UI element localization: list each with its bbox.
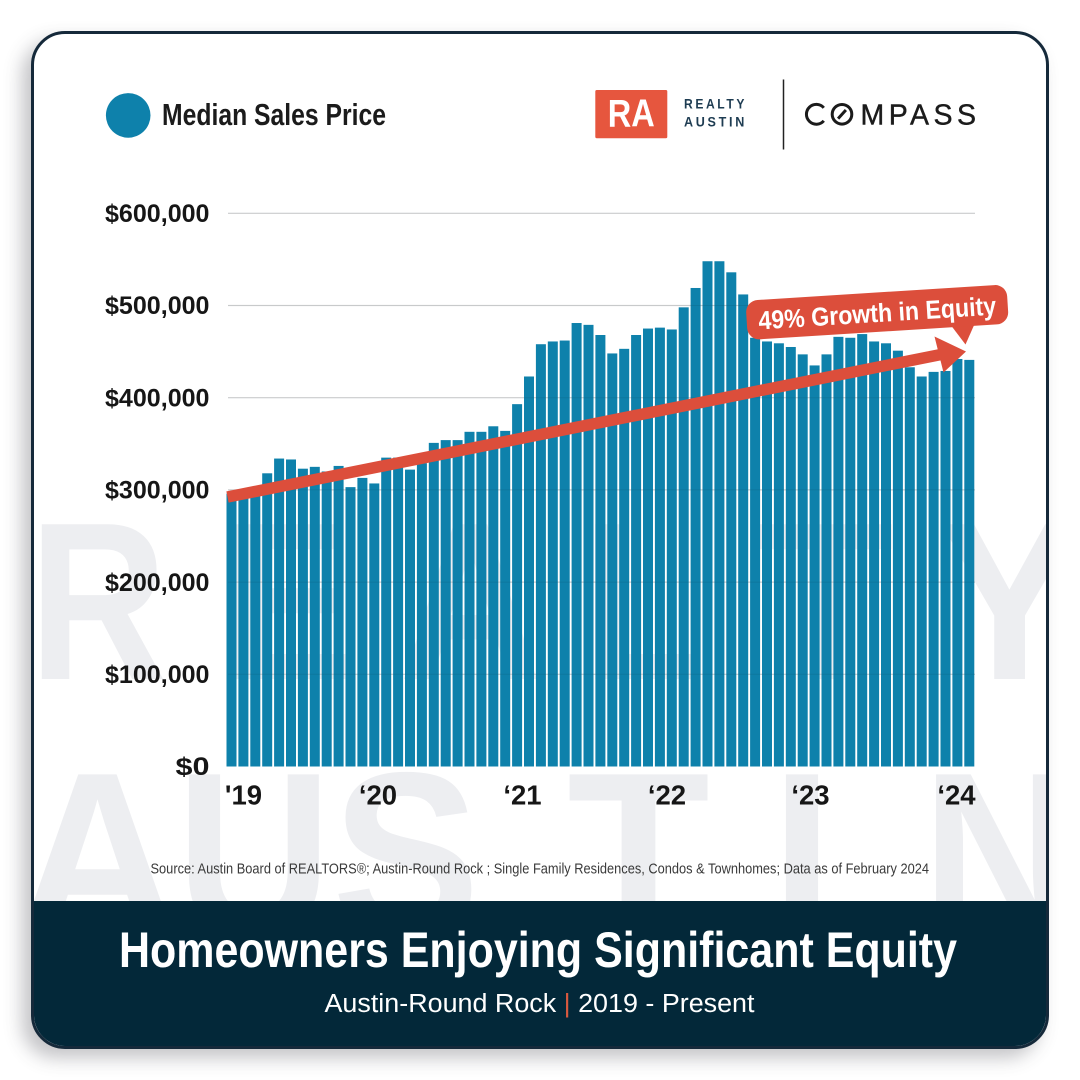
- svg-text:‘24: ‘24: [937, 780, 976, 811]
- svg-text:Source: Austin Board of REALTO: Source: Austin Board of REALTORS®; Austi…: [151, 862, 930, 878]
- svg-text:‘21: ‘21: [503, 780, 541, 811]
- svg-text:$200,000: $200,000: [105, 569, 210, 597]
- svg-text:‘22: ‘22: [648, 780, 686, 811]
- svg-text:$100,000: $100,000: [105, 661, 210, 689]
- svg-text:MPASS: MPASS: [861, 99, 977, 131]
- svg-text:Homeowners Enjoying Significan: Homeowners Enjoying Significant Equity: [119, 922, 957, 978]
- svg-text:$0: $0: [176, 753, 210, 781]
- svg-text:$300,000: $300,000: [105, 477, 210, 505]
- svg-text:AUSTIN: AUSTIN: [684, 114, 747, 130]
- svg-text:$600,000: $600,000: [105, 200, 210, 228]
- svg-text:Austin-Round Rock | 2019 - Pre: Austin-Round Rock | 2019 - Present: [325, 990, 755, 1018]
- svg-text:RA: RA: [608, 93, 655, 136]
- svg-text:‘20: ‘20: [359, 780, 397, 811]
- svg-text:$400,000: $400,000: [105, 384, 210, 412]
- svg-text:$500,000: $500,000: [105, 292, 210, 320]
- svg-text:R: R: [31, 475, 168, 727]
- svg-text:'19: '19: [225, 780, 262, 811]
- svg-text:REALTY: REALTY: [684, 96, 747, 112]
- svg-text:Median Sales Price: Median Sales Price: [162, 97, 386, 132]
- svg-text:‘23: ‘23: [791, 780, 829, 811]
